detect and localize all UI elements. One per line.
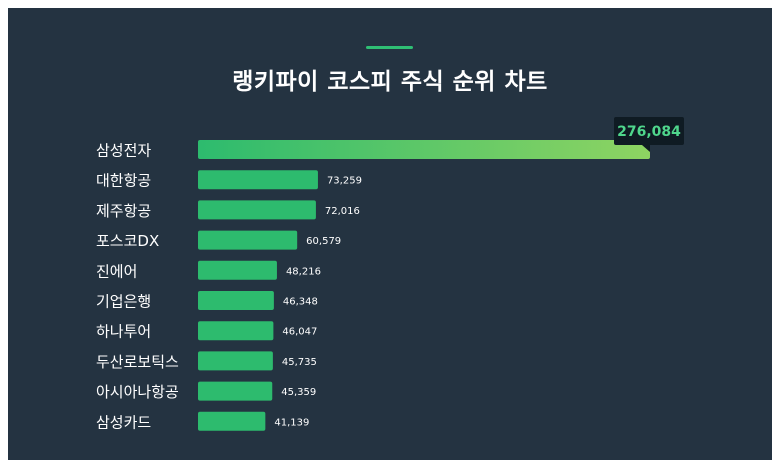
category-label: 진에어 [96, 262, 137, 280]
category-label: 대한항공 [96, 172, 151, 190]
value-label: 41,139 [274, 417, 309, 428]
bar [198, 291, 274, 310]
chart-title: 랭키파이 코스피 주식 순위 차트 [232, 69, 548, 95]
chart-panel [8, 8, 772, 460]
bar [198, 200, 316, 220]
bar [198, 230, 298, 250]
category-label: 삼성전자 [96, 142, 151, 160]
category-label: 기업은행 [96, 293, 151, 311]
category-label: 하나투어 [96, 323, 151, 341]
value-label: 276,084 [617, 124, 681, 140]
bar [198, 381, 273, 401]
bar [198, 351, 273, 371]
category-label: 삼성카드 [96, 413, 151, 431]
bar [198, 170, 318, 190]
category-label: 포스코DX [96, 232, 159, 250]
top-value-label-pointer [642, 145, 650, 152]
value-label: 46,348 [283, 297, 318, 308]
category-label: 제주항공 [96, 202, 151, 220]
bar [198, 411, 266, 431]
bar [198, 140, 650, 159]
bar [198, 321, 274, 341]
category-label: 두산로보틱스 [96, 353, 179, 371]
value-label: 72,016 [325, 206, 360, 217]
bar [198, 260, 277, 280]
top-value-label-box [614, 117, 684, 145]
value-label: 48,216 [286, 266, 321, 277]
value-label: 45,359 [281, 387, 316, 398]
value-label: 45,735 [282, 357, 317, 368]
value-label: 46,047 [282, 327, 317, 338]
title-accent-line [366, 46, 413, 49]
value-label: 73,259 [327, 176, 362, 187]
value-label: 60,579 [306, 236, 341, 247]
category-label: 아시아나항공 [96, 383, 179, 401]
